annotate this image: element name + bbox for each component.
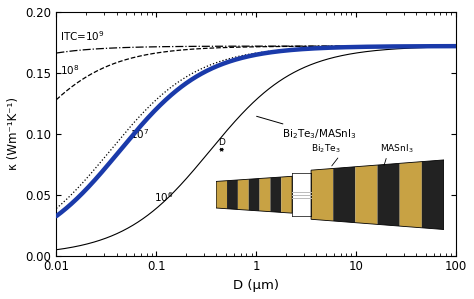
Text: Bi$_2$Te$_3$/MASnI$_3$: Bi$_2$Te$_3$/MASnI$_3$ [256, 116, 356, 141]
Y-axis label: κ (Wm⁻¹K⁻¹): κ (Wm⁻¹K⁻¹) [7, 97, 20, 170]
Text: ITC=10$^9$: ITC=10$^9$ [61, 29, 105, 43]
X-axis label: D (μm): D (μm) [233, 279, 279, 292]
Text: 10$^6$: 10$^6$ [154, 190, 173, 204]
Text: 10$^7$: 10$^7$ [130, 127, 150, 141]
Text: 10$^8$: 10$^8$ [61, 63, 80, 77]
